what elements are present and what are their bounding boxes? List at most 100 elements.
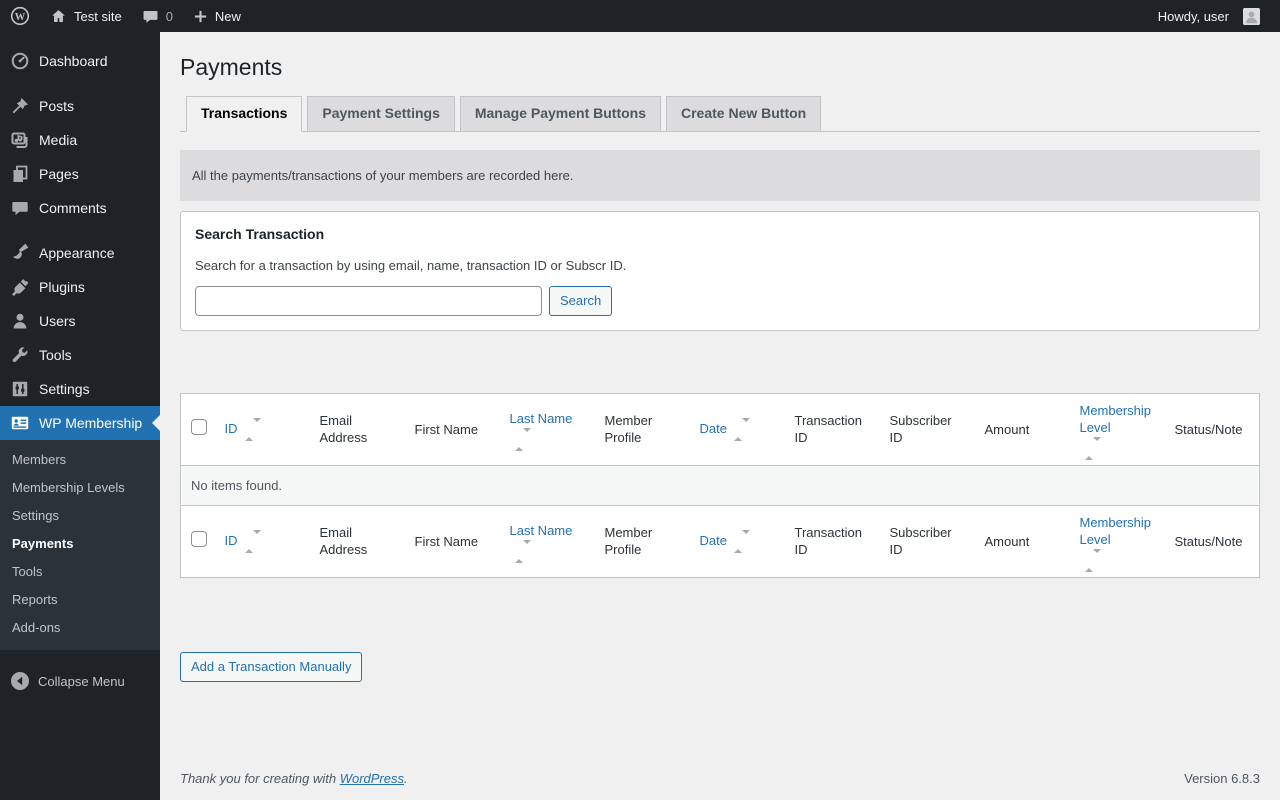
table-column-header[interactable]: Membership Level <box>1069 393 1165 466</box>
table-column-header[interactable]: Transaction ID <box>784 393 880 466</box>
collapse-arrow-icon <box>10 671 30 691</box>
table-column-footer[interactable]: Transaction ID <box>784 504 880 578</box>
settings-sliders-icon <box>10 379 30 399</box>
table-column-header[interactable]: Subscriber ID <box>879 393 975 466</box>
submenu-item[interactable]: Membership Levels <box>12 480 125 495</box>
sidebar-item-tools[interactable]: Tools <box>0 338 160 372</box>
column-label: Subscriber ID <box>889 413 952 446</box>
sidebar-item-users[interactable]: Users <box>0 304 160 338</box>
new-label: New <box>214 8 241 24</box>
select-all-checkbox[interactable] <box>191 419 207 436</box>
thanks-suffix: . <box>404 771 408 786</box>
column-label: Transaction ID <box>794 525 862 558</box>
select-all-checkbox-footer[interactable] <box>191 531 207 548</box>
table-column-footer[interactable]: First Name <box>404 504 500 578</box>
menu-separator <box>0 225 160 236</box>
submenu-item[interactable]: Members <box>12 452 67 467</box>
dashboard-icon <box>10 51 30 71</box>
table-column-footer[interactable]: Amount <box>974 504 1070 578</box>
sidebar-item-label: Users <box>39 313 76 329</box>
search-input[interactable] <box>195 285 542 316</box>
column-label: ID <box>224 421 238 437</box>
notice-text: All the payments/transactions of your me… <box>192 167 574 183</box>
table-column-header[interactable]: First Name <box>404 393 500 466</box>
table-column-footer[interactable]: Status/Note <box>1164 504 1260 578</box>
tab[interactable]: Manage Payment Buttons <box>459 96 661 131</box>
column-label: Membership Level <box>1079 402 1152 435</box>
column-label: Amount <box>984 421 1030 437</box>
user-icon <box>10 311 30 331</box>
sidebar-item-dashboard[interactable]: Dashboard <box>0 44 160 78</box>
table-column-footer[interactable]: Date <box>689 504 785 578</box>
site-name-label: Test site <box>74 8 122 24</box>
table-column-footer[interactable]: ID <box>214 504 310 578</box>
table-column-footer[interactable]: Membership Level <box>1069 504 1165 578</box>
plus-icon <box>193 9 208 24</box>
add-transaction-manually-button[interactable]: Add a Transaction Manually <box>180 651 363 682</box>
pages-icon <box>10 164 30 184</box>
table-column-footer[interactable]: Member Profile <box>594 504 690 578</box>
admin-bar-new[interactable]: New <box>183 0 251 32</box>
submenu-item[interactable]: Tools <box>12 564 43 579</box>
sidebar-item-comments[interactable]: Comments <box>0 191 160 225</box>
appearance-brush-icon <box>10 243 30 263</box>
column-label: Member Profile <box>604 413 653 446</box>
sidebar-item-wp-membership[interactable]: WP Membership <box>0 406 160 440</box>
sidebar-item-media[interactable]: Media <box>0 123 160 157</box>
table-column-header[interactable]: Member Profile <box>594 393 690 466</box>
search-button[interactable]: Search <box>549 285 613 316</box>
table-column-header[interactable]: Amount <box>974 393 1070 466</box>
tab[interactable]: Create New Button <box>666 96 822 131</box>
column-label: First Name <box>414 421 479 437</box>
tab[interactable]: Transactions <box>186 96 303 132</box>
table-column-footer[interactable]: Subscriber ID <box>879 504 975 578</box>
table-column-header[interactable]: Status/Note <box>1164 393 1260 466</box>
sidebar-item-appearance[interactable]: Appearance <box>0 236 160 270</box>
table-column-footer[interactable]: Last Name <box>499 504 595 578</box>
column-label: Membership Level <box>1079 514 1152 547</box>
no-items-message: No items found. <box>180 465 1260 506</box>
column-label: Amount <box>984 533 1030 549</box>
table-column-header[interactable]: Last Name <box>499 393 595 466</box>
sidebar-item-posts[interactable]: Posts <box>0 89 160 123</box>
payments-tab-bar: Transactions Payment Settings Manage Payme… <box>180 96 1260 132</box>
menu-separator <box>0 78 160 89</box>
sort-arrows-icon <box>1084 436 1155 460</box>
transactions-table: ID Email Address First Name Last Name Me… <box>180 392 1260 578</box>
admin-bar-my-account[interactable]: Howdy, user <box>1148 0 1270 32</box>
footer-version: Version 6.8.3 <box>1184 771 1260 786</box>
collapse-menu-button[interactable]: Collapse Menu <box>0 664 160 698</box>
tab[interactable]: Payment Settings <box>307 96 455 131</box>
admin-bar-comments[interactable]: 0 <box>132 0 183 32</box>
table-footer-row: ID Email Address First Name Last Name Me… <box>180 504 1260 578</box>
footer-thanks-text: Thank you for creating with WordPress. <box>180 771 408 786</box>
admin-footer: Thank you for creating with WordPress. V… <box>180 771 1260 800</box>
sidebar-item-label: WP Membership <box>39 415 143 431</box>
table-column-header[interactable]: Date <box>689 393 785 466</box>
admin-bar: W Test site 0 <box>0 0 1280 32</box>
admin-bar-site-name[interactable]: Test site <box>40 0 132 32</box>
table-column-header[interactable]: ID <box>214 393 310 466</box>
id-card-icon <box>10 413 30 433</box>
table-column-footer[interactable]: Email Address <box>309 504 405 578</box>
table-column-header[interactable]: Email Address <box>309 393 405 466</box>
column-label: Email Address <box>319 525 368 558</box>
sidebar-item-settings[interactable]: Settings <box>0 372 160 406</box>
sort-arrows-icon <box>733 530 750 554</box>
wordpress-logo-menu[interactable]: W <box>0 0 40 32</box>
wordpress-link[interactable]: WordPress <box>339 771 404 786</box>
spacer <box>180 682 1260 771</box>
sidebar-item-pages[interactable]: Pages <box>0 157 160 191</box>
submenu-item[interactable]: Reports <box>12 592 58 607</box>
sidebar-item-plugins[interactable]: Plugins <box>0 270 160 304</box>
sidebar-item-label: Pages <box>39 166 79 182</box>
avatar <box>1243 7 1260 25</box>
sidebar-item-label: Plugins <box>39 279 85 295</box>
empty-table-row: No items found. <box>180 465 1260 506</box>
submenu-item[interactable]: Payments <box>12 536 74 551</box>
submenu-item[interactable]: Add-ons <box>12 620 61 635</box>
wordpress-logo-icon: W <box>10 6 30 26</box>
submenu-item[interactable]: Settings <box>12 508 59 523</box>
home-icon <box>50 8 67 25</box>
comment-bubble-icon <box>142 8 159 25</box>
